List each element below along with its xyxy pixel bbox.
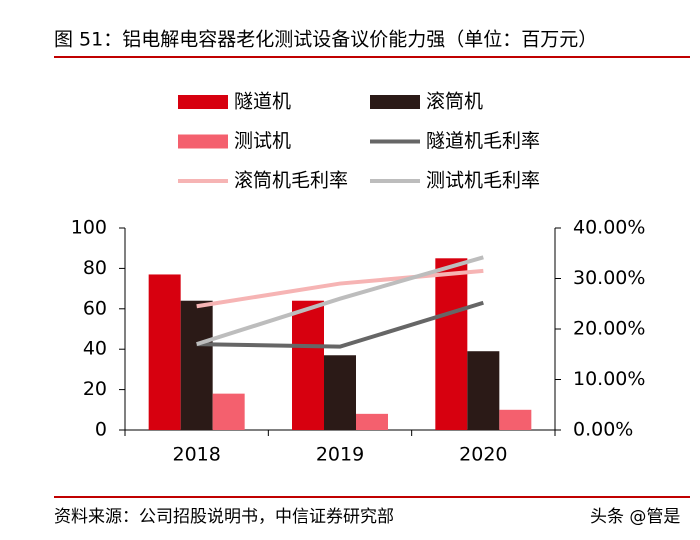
y-tick-label: 40	[83, 338, 107, 360]
y-tick-label: 60	[83, 297, 107, 319]
y2-tick-label: 20.00%	[573, 318, 645, 340]
y2-tick-label: 40.00%	[573, 217, 645, 239]
x-tick-label: 2020	[459, 444, 507, 466]
y-tick-label: 100	[71, 217, 107, 239]
legend-label: 测试机	[234, 130, 291, 152]
y2-tick-label: 30.00%	[573, 267, 645, 289]
y-tick-label: 20	[83, 378, 107, 400]
legend-swatch	[370, 95, 420, 109]
legend-label: 测试机毛利率	[426, 170, 540, 192]
bar	[467, 351, 500, 430]
bar	[212, 393, 245, 430]
bar	[148, 274, 181, 430]
bar	[324, 355, 356, 430]
legend-label: 滚筒机毛利率	[234, 170, 348, 192]
legend-label: 隧道机	[234, 91, 291, 113]
y2-tick-label: 0.00%	[573, 419, 633, 441]
bar	[435, 258, 468, 430]
line	[196, 300, 484, 349]
y-tick-label: 80	[83, 257, 107, 279]
y2-tick-label: 10.00%	[573, 368, 645, 390]
source: 资料来源：公司招股说明书，中信证券研究部	[54, 507, 394, 527]
legend-label: 滚筒机	[426, 91, 483, 113]
bar	[292, 300, 324, 430]
watermark: 头条 @管是	[590, 507, 680, 527]
line	[196, 268, 484, 309]
line	[196, 255, 484, 347]
legend-label: 隧道机毛利率	[426, 130, 540, 152]
x-tick-label: 2019	[316, 444, 364, 466]
x-tick-label: 2018	[172, 444, 220, 466]
bar	[499, 409, 532, 430]
legend-swatch	[178, 134, 228, 149]
y-tick-label: 0	[95, 419, 107, 441]
bar	[180, 300, 213, 430]
bar	[356, 413, 388, 430]
chart-title: 图 51：铝电解电容器老化测试设备议价能力强（单位：百万元）	[54, 29, 597, 51]
legend-swatch	[178, 95, 228, 109]
